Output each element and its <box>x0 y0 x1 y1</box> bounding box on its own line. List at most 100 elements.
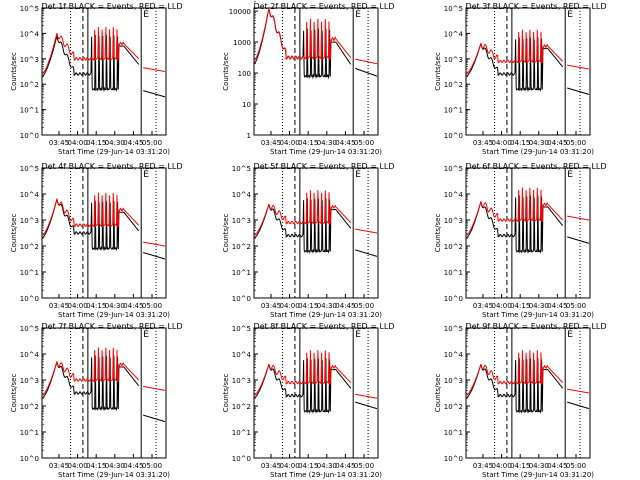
y-tick-label: 10^0 <box>20 455 39 463</box>
panel-title: Det 5f BLACK = Events, RED = LLD <box>253 162 394 171</box>
y-tick-label: 10^4 <box>232 351 252 359</box>
x-tick-label: 04:45 <box>123 139 143 147</box>
x-tick-label: 04:45 <box>123 462 143 470</box>
x-tick-label: 04:00 <box>279 302 299 310</box>
legend-glyph: É <box>143 328 149 340</box>
legend-glyph: É <box>143 168 149 180</box>
x-tick-label: 04:45 <box>335 462 355 470</box>
y-tick-label: 10^1 <box>444 107 463 115</box>
y-tick-label: 10^5 <box>232 325 251 333</box>
lld-tail-line <box>355 393 378 399</box>
y-tick-label: 10^1 <box>444 429 463 437</box>
plot-frame <box>253 167 379 299</box>
x-tick-label: 03:45 <box>261 139 281 147</box>
y-tick-label: 10^3 <box>232 377 251 385</box>
y-tick-label: 10^3 <box>20 217 39 225</box>
x-tick-label: 04:30 <box>529 302 549 310</box>
x-tick-label: 03:45 <box>473 139 493 147</box>
y-tick-label: 10^4 <box>444 30 464 38</box>
lld-tail-line <box>355 58 378 65</box>
y-tick-label: 10^1 <box>444 269 463 277</box>
y-tick-label: 10^5 <box>20 325 39 333</box>
legend-glyph: É <box>567 8 573 20</box>
y-tick-label: 10^4 <box>20 351 40 359</box>
plot-frame <box>41 327 167 459</box>
y-tick-label: 10^3 <box>20 377 39 385</box>
x-tick-label: 05:00 <box>566 302 586 310</box>
x-axis-label: Start Time (29-Jun-14 03:31:20) <box>58 311 170 319</box>
x-tick-label: 04:15 <box>510 139 530 147</box>
x-tick-label: 04:00 <box>491 462 511 470</box>
y-tick-label: 10^5 <box>20 165 39 173</box>
plot-frame <box>41 167 167 299</box>
y-tick-label: 10^4 <box>444 351 464 359</box>
y-axis-label: Counts/sec <box>10 214 18 253</box>
lld-tail-line <box>143 241 166 247</box>
y-axis-label: Counts/sec <box>10 374 18 413</box>
x-tick-label: 03:45 <box>473 462 493 470</box>
y-tick-label: 10^0 <box>20 295 39 303</box>
events-series-line <box>253 8 352 80</box>
events-tail-line <box>355 401 378 410</box>
y-axis-label: Counts/sec <box>222 214 230 253</box>
lld-series-line <box>253 8 352 62</box>
legend-glyph: É <box>567 168 573 180</box>
x-axis-label: Start Time (29-Jun-14 03:31:20) <box>482 471 594 479</box>
y-tick-label: 10^4 <box>20 30 40 38</box>
lld-series-line <box>41 27 140 75</box>
events-tail-line <box>355 249 378 257</box>
x-tick-label: 04:30 <box>529 462 549 470</box>
y-tick-label: 10^3 <box>20 56 39 64</box>
plot-frame <box>465 167 591 299</box>
y-axis-label: Counts/sec <box>222 52 230 91</box>
x-axis-label: Start Time (29-Jun-14 03:31:20) <box>270 311 382 319</box>
events-tail-line <box>143 252 166 260</box>
legend-glyph: É <box>355 328 361 340</box>
x-tick-label: 04:15 <box>298 302 318 310</box>
y-tick-label: 10^2 <box>232 243 251 251</box>
y-axis-label: Counts/sec <box>434 214 442 253</box>
y-tick-label: 10^2 <box>20 403 39 411</box>
y-tick-label: 10^3 <box>444 377 463 385</box>
plot-frame <box>465 327 591 459</box>
legend-glyph: É <box>143 8 149 20</box>
panel-title: Det 8f BLACK = Events, RED = LLD <box>253 322 394 331</box>
y-tick-label: 10^4 <box>232 191 252 199</box>
events-tail-line <box>567 236 590 244</box>
lld-tail-line <box>567 64 590 70</box>
lld-tail-line <box>567 215 590 221</box>
y-tick-label: 10^1 <box>20 107 39 115</box>
x-tick-label: 03:45 <box>261 462 281 470</box>
x-tick-label: 04:30 <box>317 302 337 310</box>
y-tick-label: 10^0 <box>444 455 463 463</box>
x-tick-label: 04:00 <box>67 139 87 147</box>
events-series-line <box>41 34 140 92</box>
x-tick-label: 04:15 <box>510 302 530 310</box>
x-tick-label: 05:00 <box>354 302 374 310</box>
y-tick-label: 10^2 <box>232 403 251 411</box>
panel-title: Det 7f BLACK = Events, RED = LLD <box>41 322 182 331</box>
lld-series-line <box>41 192 140 237</box>
legend-glyph: É <box>567 328 573 340</box>
x-tick-label: 04:45 <box>547 302 567 310</box>
x-tick-label: 04:30 <box>529 139 549 147</box>
events-tail-line <box>143 414 166 423</box>
x-tick-label: 05:00 <box>566 462 586 470</box>
x-tick-label: 03:45 <box>473 302 493 310</box>
y-tick-label: 10^3 <box>444 217 463 225</box>
y-tick-label: 10^2 <box>444 81 463 89</box>
x-tick-label: 04:00 <box>279 139 299 147</box>
x-axis-label: Start Time (29-Jun-14 03:31:20) <box>482 311 594 319</box>
x-tick-label: 04:30 <box>317 462 337 470</box>
y-tick-label: 10^5 <box>20 5 39 13</box>
legend-glyph: É <box>355 8 361 20</box>
x-tick-label: 04:45 <box>547 139 567 147</box>
lld-tail-line <box>355 228 378 234</box>
legend-glyph: É <box>355 168 361 180</box>
y-tick-label: 10^0 <box>444 132 463 140</box>
x-tick-label: 03:45 <box>49 462 69 470</box>
x-tick-label: 04:15 <box>298 462 318 470</box>
panel-title: Det 4f BLACK = Events, RED = LLD <box>41 162 182 171</box>
panel-title: Det 9f BLACK = Events, RED = LLD <box>465 322 606 331</box>
y-tick-label: 10^3 <box>444 56 463 64</box>
